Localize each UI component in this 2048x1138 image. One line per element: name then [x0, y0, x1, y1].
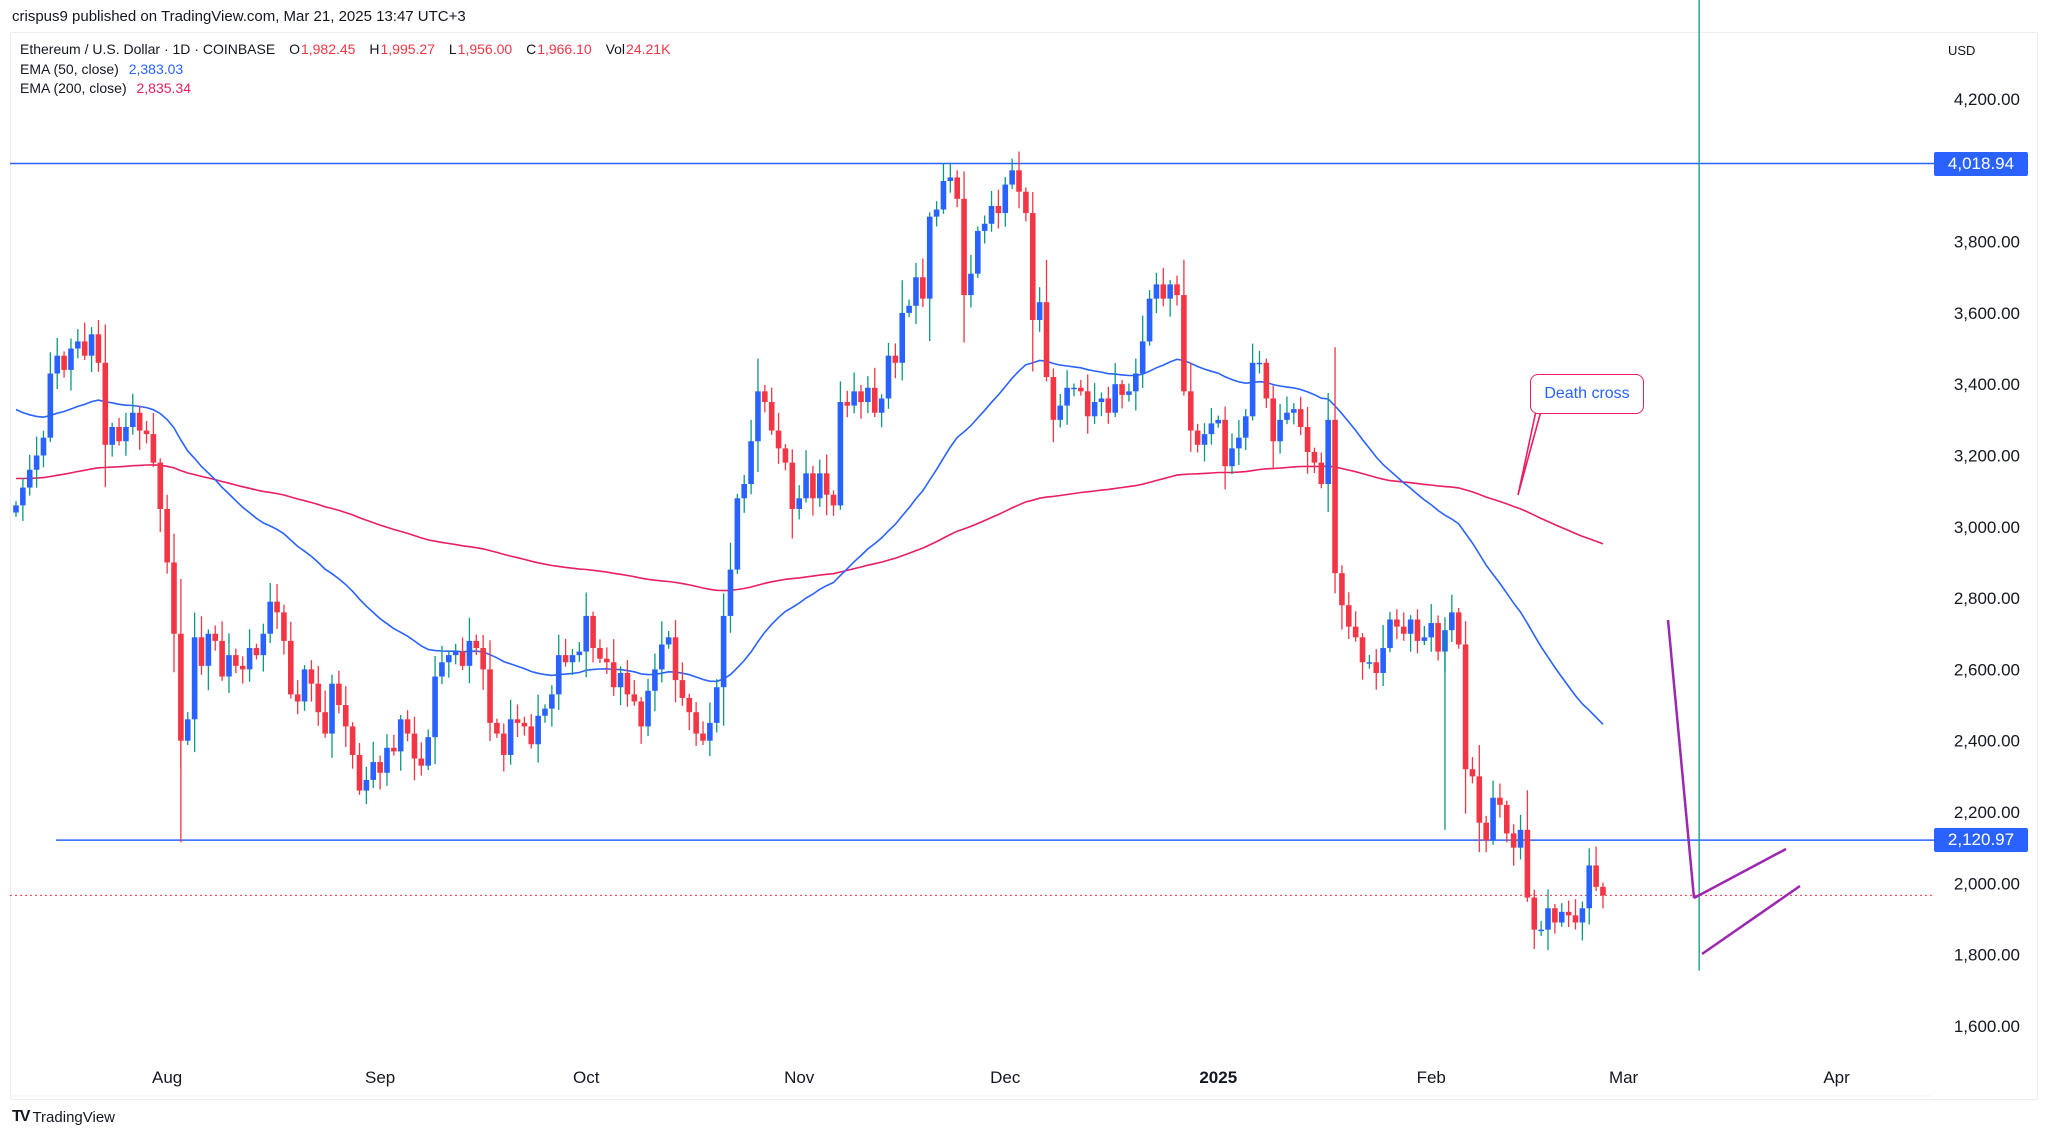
price-tick-label: 1,800.00 — [1954, 946, 2020, 965]
time-tick-label: Oct — [573, 1068, 600, 1087]
candlestick-series — [13, 0, 1700, 971]
price-tick-label: 4,200.00 — [1954, 90, 2020, 109]
price-tick-label: 3,400.00 — [1954, 375, 2020, 394]
ema200-line — [16, 464, 1604, 592]
price-tick-label: 2,000.00 — [1954, 874, 2020, 893]
publisher-line: crispus9 published on TradingView.com, M… — [12, 8, 466, 25]
ema50-line — [15, 358, 1604, 725]
ema200-label: EMA (200, close) — [20, 80, 127, 96]
time-axis[interactable]: Aug Sep Oct Nov Dec 2025 Feb Mar Apr — [10, 1068, 1932, 1097]
close-label: C — [526, 41, 537, 57]
currency-label[interactable]: USD — [1940, 40, 2028, 62]
volume-label: Vol — [605, 41, 626, 57]
price-axis[interactable]: 4,200.00 3,800.00 3,600.00 3,400.00 3,200.00… — [1954, 90, 2020, 1036]
death-cross-callout[interactable]: Death cross — [1530, 374, 1644, 414]
price-tick-label: 3,600.00 — [1954, 304, 2020, 323]
symbol-title[interactable]: Ethereum / U.S. Dollar · 1D · COINBASE — [20, 41, 276, 57]
price-tick-label: 3,800.00 — [1954, 233, 2020, 252]
ema200-value: 2,835.34 — [136, 80, 192, 96]
time-tick-label: 2025 — [1199, 1068, 1237, 1087]
horizontal-levels[interactable] — [10, 162, 1934, 896]
ema50-label: EMA (50, close) — [20, 60, 119, 77]
low-value: 1,956.00 — [457, 41, 513, 57]
rising-wedge-pattern[interactable] — [1666, 619, 1801, 956]
footer-brand[interactable]: TV TradingView — [12, 1108, 115, 1126]
tradingview-logo-icon: TV — [12, 1108, 31, 1125]
time-tick-label: Mar — [1609, 1068, 1639, 1087]
time-tick-label: Dec — [990, 1068, 1021, 1087]
open-label: O — [289, 41, 300, 57]
low-label: L — [448, 41, 457, 57]
high-label: H — [369, 41, 380, 57]
close-value: 1,966.10 — [537, 41, 592, 57]
high-value: 1,995.27 — [380, 41, 435, 57]
time-tick-label: Aug — [152, 1068, 182, 1087]
price-tick-label: 1,600.00 — [1954, 1017, 2020, 1036]
price-tick-label: 2,800.00 — [1954, 589, 2020, 608]
price-tick-label: 2,200.00 — [1954, 803, 2020, 822]
chart-legend: Ethereum / U.S. Dollar · 1D · COINBASE O… — [20, 40, 670, 99]
volume-value: 24.21K — [626, 41, 671, 57]
death-cross-pointer — [1517, 410, 1542, 496]
support-price-tag: 2,120.97 — [1934, 828, 2028, 853]
price-tick-label: 2,600.00 — [1954, 660, 2020, 679]
price-tick-label: 2,400.00 — [1954, 732, 2020, 751]
ema50-legend-row[interactable]: EMA (50, close) 2,383.03 — [20, 60, 670, 80]
footer-brand-text: TradingView — [32, 1108, 115, 1126]
time-tick-label: Feb — [1417, 1068, 1446, 1087]
time-tick-label: Apr — [1823, 1068, 1850, 1087]
open-value: 1,982.45 — [300, 41, 356, 57]
symbol-legend-row: Ethereum / U.S. Dollar · 1D · COINBASE O… — [20, 40, 670, 60]
ema50-value: 2,383.03 — [128, 60, 184, 77]
resistance-price-tag: 4,018.94 — [1934, 151, 2028, 176]
price-tick-label: 3,200.00 — [1954, 447, 2020, 466]
time-tick-label: Sep — [365, 1068, 395, 1087]
price-tick-label: 3,000.00 — [1954, 518, 2020, 537]
ema200-legend-row[interactable]: EMA (200, close) 2,835.34 — [20, 79, 670, 99]
time-tick-label: Nov — [784, 1068, 815, 1087]
